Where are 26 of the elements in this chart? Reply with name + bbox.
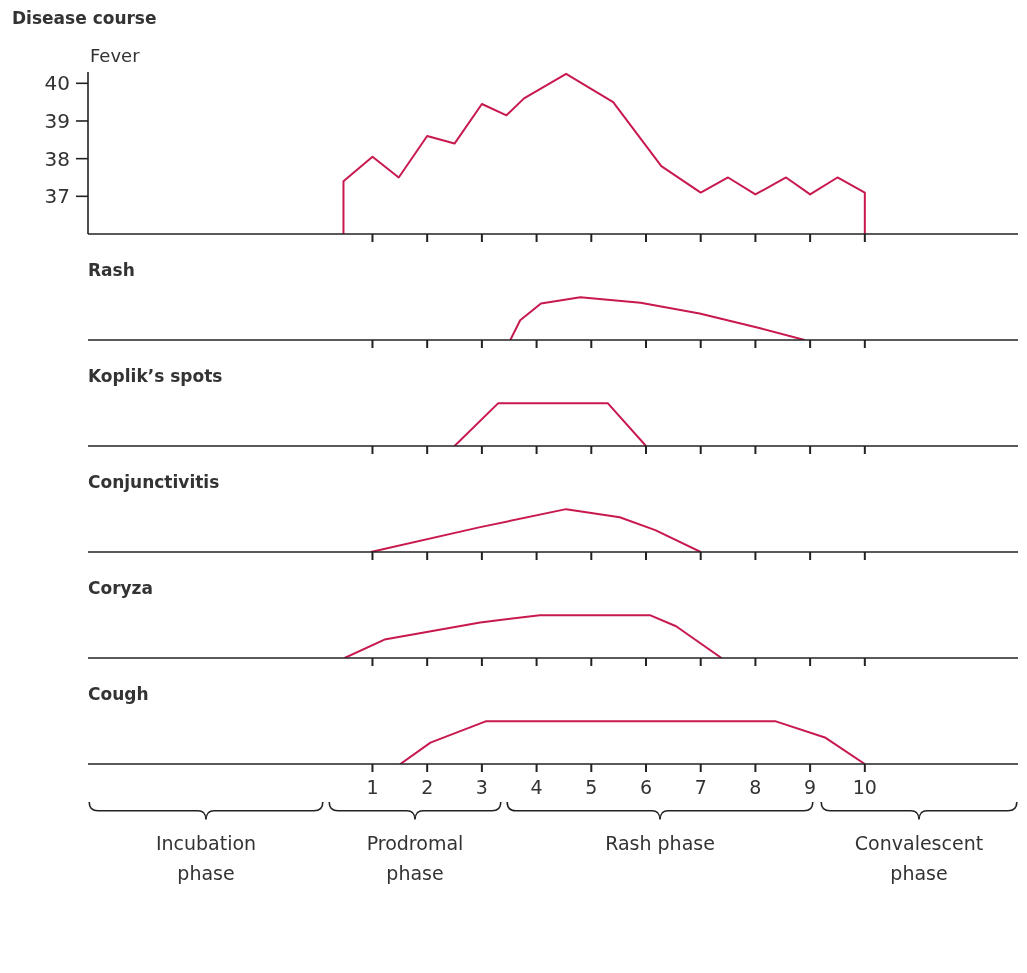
x-tick-label: 1 — [366, 776, 379, 798]
x-tick-label: 10 — [852, 776, 877, 798]
chart-title: Cough — [87, 684, 150, 706]
chart-title: Rash — [87, 260, 136, 282]
text: Convalescent phase — [854, 832, 984, 884]
x-tick-label: 8 — [749, 776, 762, 798]
text: Prodromal phase — [366, 832, 464, 884]
chart-title: Disease course — [11, 8, 158, 30]
x-tick-label: 9 — [804, 776, 817, 798]
y-tick-label: 37 — [44, 184, 70, 209]
text: Rash phase — [605, 832, 715, 854]
chart-title: Conjunctivitis — [87, 472, 221, 494]
y-tick-label: 40 — [44, 71, 70, 96]
line-series — [342, 72, 866, 234]
chart-title: Koplik’s spots — [87, 366, 224, 388]
y-tick-label: 39 — [44, 108, 70, 133]
text: Incubation phase — [155, 832, 257, 884]
y-tick-label: 38 — [44, 146, 70, 171]
y-axis-title: Fever — [90, 45, 141, 66]
x-tick-label: 5 — [585, 776, 598, 798]
x-tick-label: 3 — [475, 776, 488, 798]
x-tick-label: 2 — [421, 776, 434, 798]
x-tick-label: 4 — [530, 776, 543, 798]
x-tick-label: 7 — [694, 776, 707, 798]
x-tick-label: 6 — [639, 776, 653, 798]
chart-title: Coryza — [87, 578, 154, 600]
